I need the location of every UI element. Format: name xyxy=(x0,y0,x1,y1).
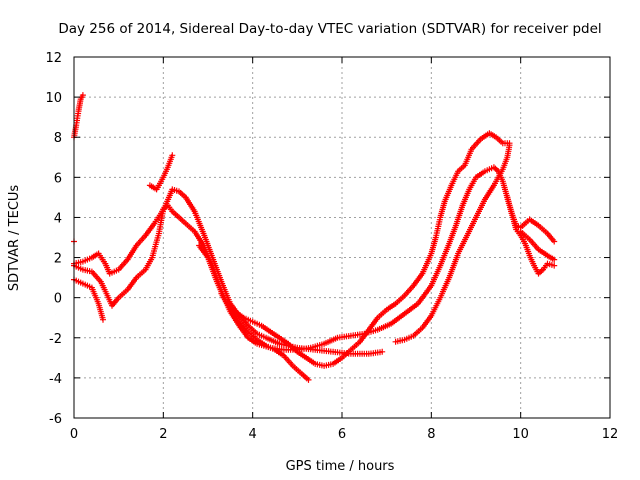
x-tick-label: 8 xyxy=(427,427,435,442)
series-markers xyxy=(71,164,558,353)
x-axis-label: GPS time / hours xyxy=(286,459,395,474)
y-tick-label: -6 xyxy=(49,412,62,427)
series-9 xyxy=(392,142,513,345)
x-tick-label: 12 xyxy=(602,427,619,442)
y-tick-label: 0 xyxy=(54,292,62,307)
series-markers xyxy=(392,142,513,345)
y-tick-label: 4 xyxy=(54,211,62,226)
y-tick-label: 8 xyxy=(54,131,62,146)
x-tick-label: 0 xyxy=(70,427,78,442)
series-track xyxy=(395,145,511,343)
series-11 xyxy=(517,228,558,263)
y-tick-label: 2 xyxy=(54,252,62,267)
chart-title: Day 256 of 2014, Sidereal Day-to-day VTE… xyxy=(58,21,601,37)
series-markers xyxy=(71,92,86,141)
y-axis-label: SDTVAR / TECUs xyxy=(7,185,22,292)
y-tick-label: 6 xyxy=(54,171,62,186)
series-3 xyxy=(71,186,386,357)
series-markers xyxy=(146,152,176,193)
series-markers xyxy=(218,290,312,383)
series-6 xyxy=(146,152,176,193)
series-layer xyxy=(71,92,558,383)
series-markers xyxy=(504,194,558,277)
series-8 xyxy=(218,290,312,383)
series-10 xyxy=(504,194,558,277)
x-tick-label: 10 xyxy=(512,427,529,442)
series-markers xyxy=(517,228,558,263)
series-track xyxy=(73,166,555,351)
ticks: 0 2 4 6 8 10 12 -6 -4 -2 0 2 4 6 8 10 12 xyxy=(45,51,618,442)
y-tick-label: -4 xyxy=(49,372,62,387)
x-tick-label: 4 xyxy=(249,427,257,442)
y-tick-label: 12 xyxy=(45,51,62,66)
series-7 xyxy=(196,130,513,369)
y-tick-label: 10 xyxy=(45,91,62,106)
series-1 xyxy=(71,92,86,141)
series-markers xyxy=(71,186,386,357)
x-tick-label: 2 xyxy=(159,427,167,442)
series-track xyxy=(73,188,383,355)
series-4 xyxy=(71,164,558,353)
y-tick-label: -2 xyxy=(49,332,62,347)
x-tick-label: 6 xyxy=(338,427,346,442)
